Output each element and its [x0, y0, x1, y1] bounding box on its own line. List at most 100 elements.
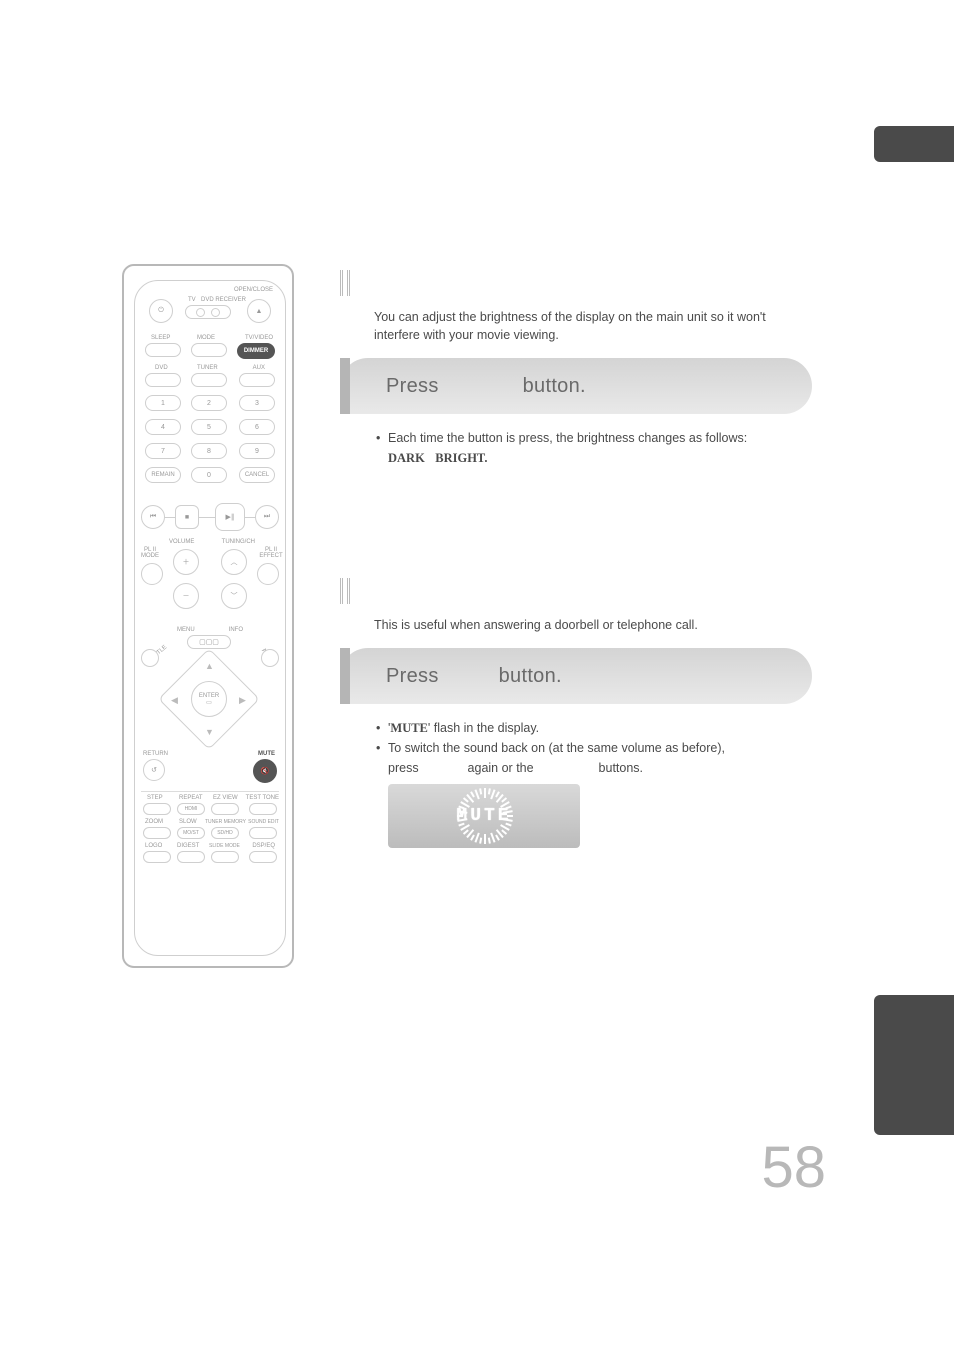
volume-up[interactable]: ＋ [173, 549, 199, 575]
label-dspeq: DSP/EQ [252, 843, 275, 849]
label-ezview: EZ VIEW [213, 795, 238, 801]
label-soundedit: SOUND EDIT [248, 819, 279, 825]
menu-info-bar[interactable]: ▢▢▢ [187, 635, 231, 649]
soundedit-button[interactable] [249, 827, 277, 839]
mute-bullet-2: To switch the sound back on (at the same… [376, 738, 812, 758]
label-open-close: OPEN/CLOSE [234, 287, 273, 293]
cancel-button[interactable]: CANCEL [239, 467, 275, 483]
pleffect-button[interactable] [257, 563, 279, 585]
tuning-down[interactable]: ﹀ [221, 583, 247, 609]
power-button[interactable]: ⏻ [149, 299, 173, 323]
label-zoom: ZOOM [145, 819, 163, 825]
mute-display-text: MUTE [456, 806, 511, 826]
dpad-up-icon: ▲ [205, 661, 214, 671]
eject-button[interactable]: ▲ [247, 299, 271, 323]
label-pleffect: PL II EFFECT [259, 547, 283, 559]
num-4[interactable]: 4 [145, 419, 181, 435]
dvd-button[interactable] [145, 373, 181, 387]
label-tv-video: TV/VIDEO [245, 335, 273, 341]
label-tuning: TUNING/CH [222, 539, 255, 545]
label-testtone: TEST TONE [246, 795, 279, 801]
label-plmode: PL II MODE [139, 547, 161, 559]
label-tunermem: TUNER MEMORY [205, 819, 246, 825]
num-3[interactable]: 3 [239, 395, 275, 411]
side-tab-bottom [874, 995, 954, 1135]
num-7[interactable]: 7 [145, 443, 181, 459]
mute-bullets: 'MUTE' flash in the display. To switch t… [376, 718, 812, 758]
num-6[interactable]: 6 [239, 419, 275, 435]
step-button[interactable] [143, 803, 171, 815]
audio-button[interactable] [261, 649, 279, 667]
remain-button[interactable]: REMAIN [145, 467, 181, 483]
num-9[interactable]: 9 [239, 443, 275, 459]
label-receiver: DVD RECEIVER [201, 297, 246, 303]
label-slidemode: SLIDE MODE [209, 843, 240, 849]
remote-control: OPEN/CLOSE ⏻ TV DVD RECEIVER ▲ SLEEP MOD… [122, 264, 294, 968]
label-tuner: TUNER [197, 365, 218, 371]
step-text-1: Pressbutton. [386, 375, 586, 398]
aux-button[interactable] [239, 373, 275, 387]
digest-button[interactable] [177, 851, 205, 863]
logo-button[interactable] [143, 851, 171, 863]
sleep-button[interactable] [145, 343, 181, 357]
label-repeat: REPEAT [179, 795, 203, 801]
mode-button[interactable] [191, 343, 227, 357]
mute-display: MUTE [388, 784, 580, 848]
content-area: You can adjust the brightness of the dis… [340, 270, 812, 848]
num-5[interactable]: 5 [191, 419, 227, 435]
enter-button[interactable]: ENTER▭ [191, 681, 227, 717]
section-marker-2 [340, 578, 350, 604]
return-button[interactable]: ↺ [143, 759, 165, 781]
volume-down[interactable]: － [173, 583, 199, 609]
label-volume: VOLUME [169, 539, 194, 545]
subtitle-button[interactable] [141, 649, 159, 667]
ezview-button[interactable] [211, 803, 239, 815]
stop-button[interactable]: ■ [175, 505, 199, 529]
plmode-button[interactable] [141, 563, 163, 585]
tuner-button[interactable] [191, 373, 227, 387]
label-return: RETURN [143, 751, 168, 757]
mute-intro: This is useful when answering a doorbell… [374, 616, 812, 634]
tuning-up[interactable]: ︿ [221, 549, 247, 575]
label-dvd: DVD [155, 365, 168, 371]
next-button[interactable]: ⏭ [255, 505, 279, 529]
label-digest: DIGEST [177, 843, 199, 849]
mute-button[interactable]: 🔇 [253, 759, 277, 783]
label-slow: SLOW [179, 819, 197, 825]
num-2[interactable]: 2 [191, 395, 227, 411]
dimmer-button[interactable]: DIMMER [237, 343, 275, 359]
label-mute: MUTE [258, 751, 275, 757]
dspeq-button[interactable] [249, 851, 277, 863]
tv-receiver-toggle[interactable] [185, 305, 231, 319]
section-marker-1 [340, 270, 350, 296]
testtone-button[interactable] [249, 803, 277, 815]
play-pause-button[interactable]: ▶∥ [215, 503, 245, 531]
step-text-2: Pressbutton. [386, 665, 562, 688]
mute-subline: press again or the buttons. [388, 758, 812, 778]
most-button[interactable]: MO/ST [177, 827, 205, 839]
page-number: 58 [761, 1134, 826, 1201]
dimmer-bullet-1: Each time the button is press, the brigh… [376, 428, 812, 468]
side-tab-top [874, 126, 954, 162]
num-1[interactable]: 1 [145, 395, 181, 411]
dimmer-bullets: Each time the button is press, the brigh… [376, 428, 812, 468]
num-0[interactable]: 0 [191, 467, 227, 483]
label-aux: AUX [253, 365, 265, 371]
dimmer-intro: You can adjust the brightness of the dis… [374, 308, 812, 344]
mute-step-bar: Pressbutton. [340, 648, 812, 704]
label-menu: MENU [177, 627, 195, 633]
dimmer-step-bar: Pressbutton. [340, 358, 812, 414]
slidemode-button[interactable] [211, 851, 239, 863]
label-info: INFO [229, 627, 243, 633]
label-logo: LOGO [145, 843, 162, 849]
zoom-button[interactable] [143, 827, 171, 839]
sdhd-button[interactable]: SD/HD [211, 827, 239, 839]
hdmi-button[interactable]: HDMI [177, 803, 205, 815]
label-mode: MODE [197, 335, 215, 341]
dpad-left-icon: ◀ [171, 695, 178, 706]
label-sleep: SLEEP [151, 335, 170, 341]
label-step: STEP [147, 795, 163, 801]
prev-button[interactable]: ⏮ [141, 505, 165, 529]
num-8[interactable]: 8 [191, 443, 227, 459]
label-tv: TV [188, 297, 196, 303]
